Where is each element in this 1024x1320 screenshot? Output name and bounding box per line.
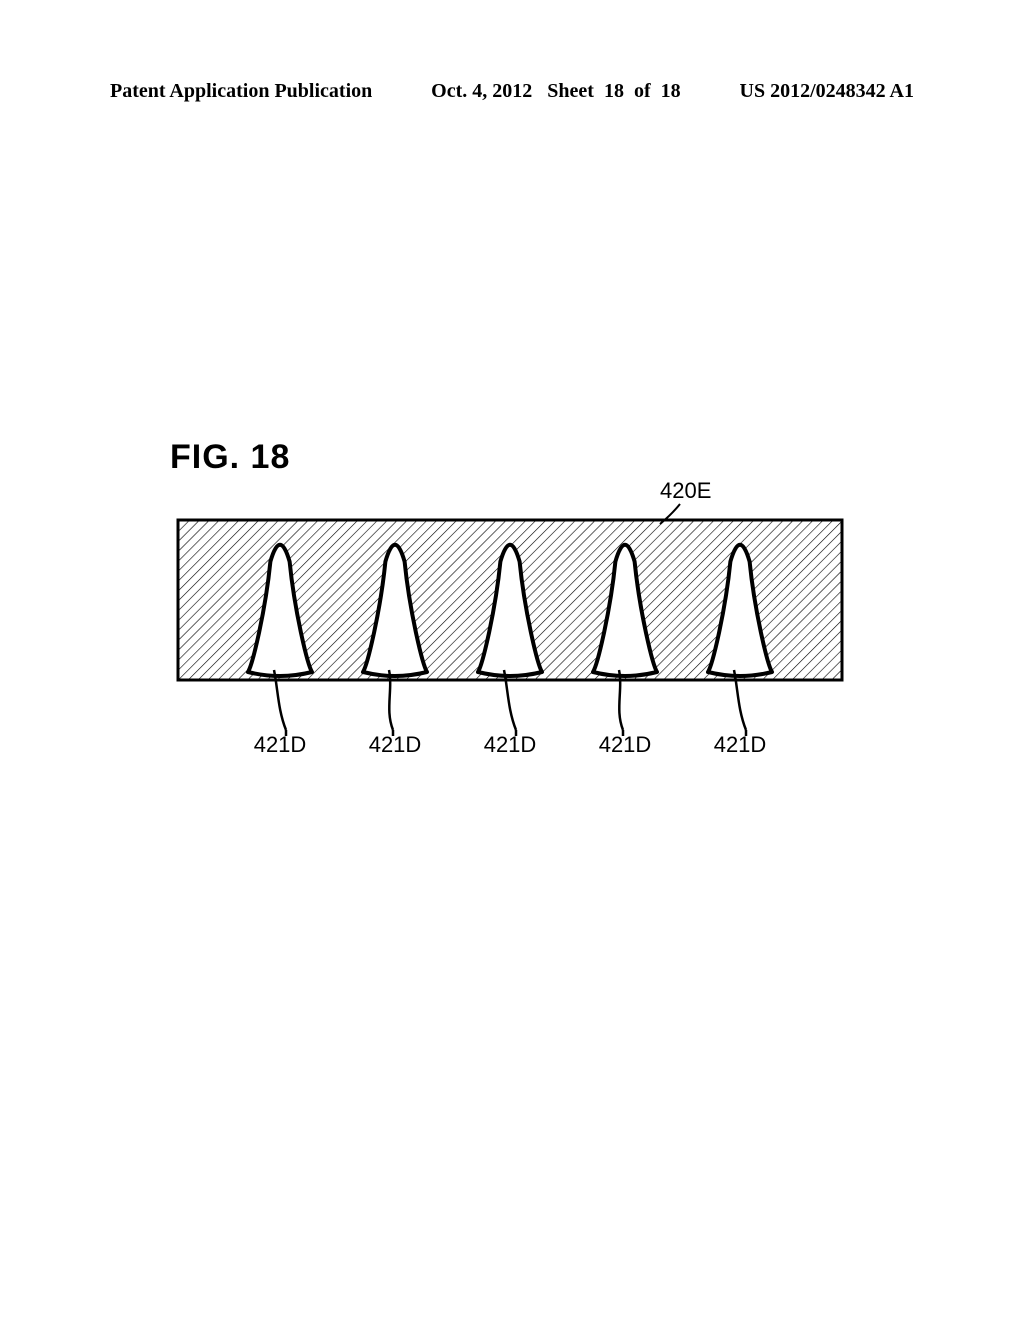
figure-svg: 420E 421D 421D 421D 421D 421D xyxy=(160,480,860,780)
callout-label-421d-4: 421D xyxy=(599,732,652,757)
sheet-total: 18 xyxy=(661,80,681,102)
callout-label-421d-2: 421D xyxy=(369,732,422,757)
sheet-num: 18 xyxy=(604,80,624,102)
figure-label: FIG. 18 xyxy=(170,438,290,477)
callout-label-421d-3: 421D xyxy=(484,732,537,757)
callout-label-421d-5: 421D xyxy=(714,732,767,757)
page-header: Patent Application Publication Oct. 4, 2… xyxy=(110,80,914,103)
callout-label-421d-1: 421D xyxy=(254,732,307,757)
header-center: Oct. 4, 2012 Sheet 18 of 18 xyxy=(372,80,739,103)
pub-date: Oct. 4, 2012 xyxy=(431,80,532,102)
figure-18: 420E 421D 421D 421D 421D 421D xyxy=(160,480,860,810)
callout-label-420e: 420E xyxy=(660,480,711,503)
sheet-of: of xyxy=(634,80,651,102)
page: Patent Application Publication Oct. 4, 2… xyxy=(0,0,1024,1320)
publication-label: Patent Application Publication xyxy=(110,80,372,103)
sheet-prefix: Sheet xyxy=(547,80,594,102)
publication-number: US 2012/0248342 A1 xyxy=(740,80,914,103)
